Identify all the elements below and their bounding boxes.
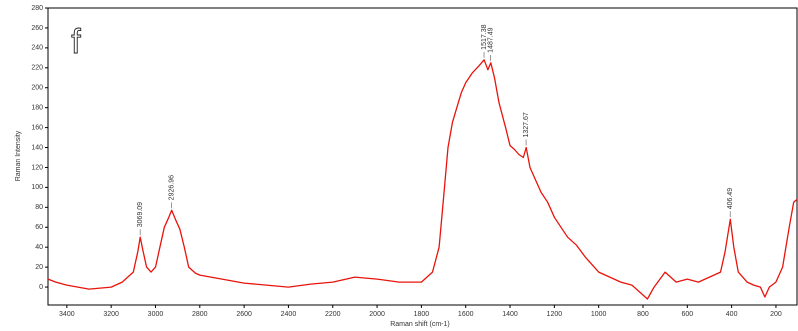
x-tick-label: 3400 xyxy=(59,311,75,318)
peak-label: 1517.38 xyxy=(481,24,488,49)
x-tick-label: 3200 xyxy=(103,311,119,318)
y-tick-label: 100 xyxy=(31,184,43,191)
peak-label: 2926.96 xyxy=(169,175,176,200)
y-tick-label: 240 xyxy=(31,45,43,52)
y-tick-label: 280 xyxy=(31,5,43,12)
y-tick-label: 160 xyxy=(31,124,43,131)
x-tick-label: 200 xyxy=(770,311,782,318)
x-tick-label: 2600 xyxy=(236,311,252,318)
x-tick-label: 1800 xyxy=(414,311,430,318)
y-tick-label: 200 xyxy=(31,85,43,92)
y-tick-label: 20 xyxy=(35,264,43,271)
x-tick-label: 1200 xyxy=(547,311,563,318)
x-tick-label: 600 xyxy=(681,311,693,318)
spectrum-line xyxy=(47,59,798,300)
y-axis-label: Raman Intensity xyxy=(15,130,22,181)
y-tick-label: 40 xyxy=(35,244,43,251)
x-axis-label: Raman shift (cm-1) xyxy=(390,321,450,328)
x-tick-label: 3000 xyxy=(148,311,164,318)
x-tick-label: 400 xyxy=(726,311,738,318)
x-tick-label: 1600 xyxy=(458,311,474,318)
x-tick-label: 2000 xyxy=(369,311,385,318)
y-tick-label: 140 xyxy=(31,144,43,151)
x-tick-label: 2200 xyxy=(325,311,341,318)
x-tick-label: 2800 xyxy=(192,311,208,318)
x-tick-label: 2400 xyxy=(281,311,297,318)
peak-label: 406.49 xyxy=(727,188,734,210)
plot-frame xyxy=(47,7,798,306)
peak-label: 1487.49 xyxy=(487,27,494,52)
x-tick-label: 1000 xyxy=(591,311,607,318)
x-tick-label: 1400 xyxy=(502,311,518,318)
peak-label: 1327.67 xyxy=(523,112,530,137)
peak-label: 3069.09 xyxy=(137,202,144,227)
y-tick-label: 60 xyxy=(35,224,43,231)
y-tick-label: 220 xyxy=(31,65,43,72)
y-tick-label: 80 xyxy=(35,204,43,211)
panel-label: f xyxy=(71,23,81,61)
y-tick-label: 260 xyxy=(31,25,43,32)
y-tick-label: 0 xyxy=(39,284,43,291)
y-tick-label: 180 xyxy=(31,105,43,112)
x-tick-label: 800 xyxy=(637,311,649,318)
y-tick-label: 120 xyxy=(31,164,43,171)
